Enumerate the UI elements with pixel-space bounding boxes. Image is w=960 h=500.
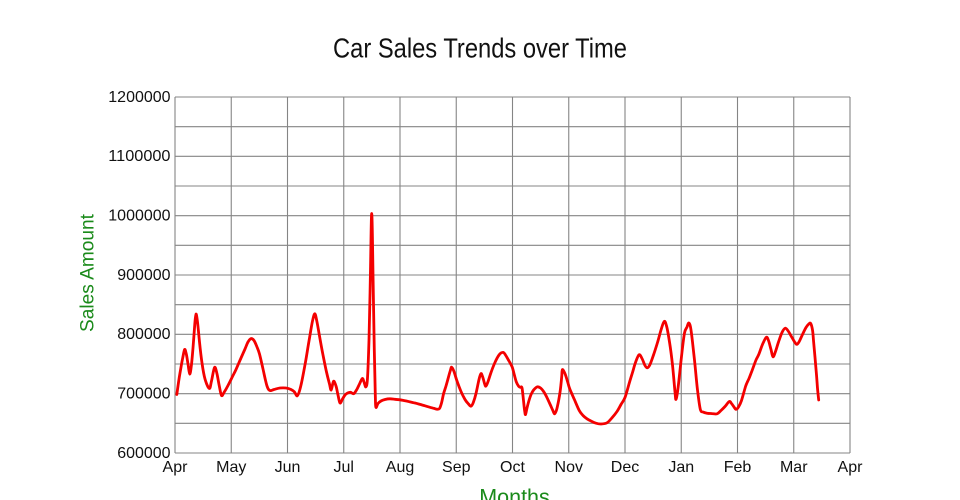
svg-text:Months: Months [479, 484, 550, 500]
svg-text:900000: 900000 [117, 267, 170, 284]
svg-text:Nov: Nov [555, 459, 583, 476]
svg-text:Sep: Sep [442, 459, 471, 476]
svg-text:Sales Amount: Sales Amount [78, 213, 99, 332]
svg-text:1000000: 1000000 [108, 208, 170, 225]
svg-text:Dec: Dec [611, 459, 639, 476]
svg-text:Apr: Apr [163, 459, 189, 476]
svg-text:700000: 700000 [117, 386, 170, 403]
svg-text:600000: 600000 [117, 445, 170, 462]
svg-text:Car Sales Trends over Time: Car Sales Trends over Time [333, 33, 627, 64]
svg-text:Jun: Jun [275, 459, 301, 476]
svg-text:1100000: 1100000 [108, 148, 170, 165]
svg-text:Feb: Feb [724, 459, 752, 476]
svg-text:Jan: Jan [668, 459, 694, 476]
svg-text:1200000: 1200000 [108, 89, 170, 106]
svg-text:800000: 800000 [117, 326, 170, 343]
svg-text:Apr: Apr [838, 459, 864, 476]
svg-text:Jul: Jul [334, 459, 354, 476]
svg-text:May: May [216, 459, 246, 476]
svg-text:Mar: Mar [780, 459, 808, 476]
svg-text:Oct: Oct [500, 459, 525, 476]
svg-text:Aug: Aug [386, 459, 414, 476]
